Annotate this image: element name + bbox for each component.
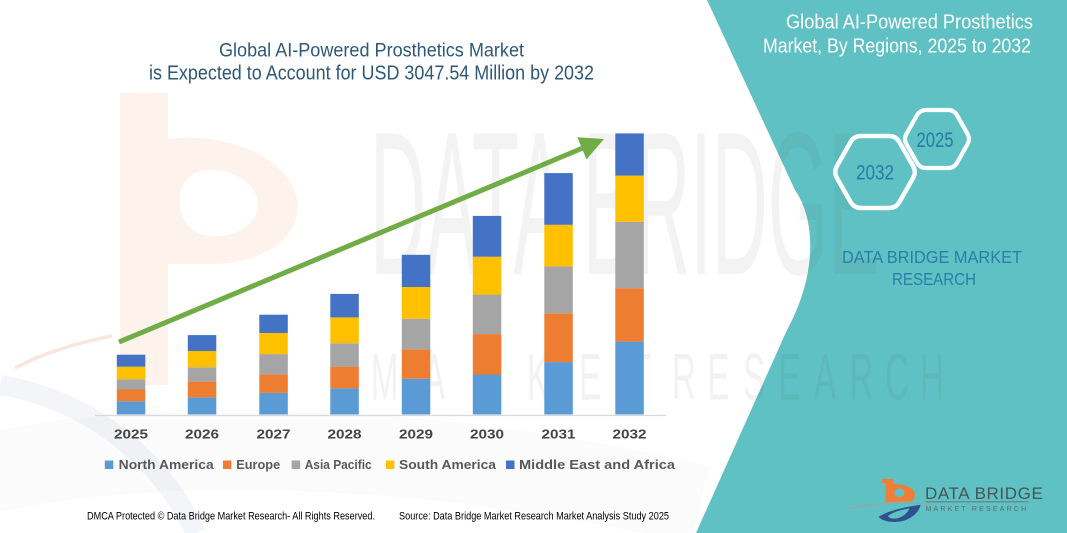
svg-text:C: C	[885, 341, 909, 414]
svg-text:2026: 2026	[185, 427, 219, 442]
svg-text:DATA BRIDGE MARKET: DATA BRIDGE MARKET	[842, 247, 1022, 267]
svg-text:2028: 2028	[328, 427, 362, 442]
svg-text:E: E	[779, 341, 801, 414]
svg-text:Global AI-Powered Prosthetics: Global AI-Powered Prosthetics Market	[219, 41, 525, 62]
svg-text:is Expected to Account for USD: is Expected to Account for USD 3047.54 M…	[149, 63, 594, 85]
svg-text:South America: South America	[399, 457, 497, 472]
svg-text:Source: Data Bridge Market Res: Source: Data Bridge Market Research Mark…	[399, 511, 669, 523]
svg-text:MARKET RESEARCH: MARKET RESEARCH	[926, 506, 1029, 513]
svg-text:Global AI-Powered Prosthetics: Global AI-Powered Prosthetics	[786, 12, 1033, 34]
svg-text:DMCA Protected © Data Bridge M: DMCA Protected © Data Bridge Market Rese…	[87, 511, 375, 523]
svg-text:M: M	[371, 341, 398, 414]
svg-text:R: R	[672, 341, 696, 414]
svg-text:2032: 2032	[856, 162, 894, 185]
svg-text:Europe: Europe	[236, 457, 280, 472]
svg-text:2032: 2032	[613, 427, 647, 442]
svg-text:2025: 2025	[917, 129, 954, 152]
svg-text:RESEARCH: RESEARCH	[892, 269, 976, 289]
svg-text:2030: 2030	[470, 427, 504, 442]
svg-text:H: H	[920, 341, 944, 414]
svg-text:2027: 2027	[257, 427, 291, 442]
svg-text:E: E	[579, 341, 601, 414]
svg-text:S: S	[743, 341, 765, 414]
svg-text:2029: 2029	[399, 427, 433, 442]
svg-text:2025: 2025	[114, 427, 148, 442]
svg-text:A: A	[814, 341, 836, 414]
svg-text:E: E	[708, 341, 730, 414]
svg-text:North America: North America	[119, 457, 215, 472]
svg-text:K: K	[527, 341, 549, 414]
svg-text:2031: 2031	[542, 427, 576, 442]
svg-text:R: R	[850, 341, 874, 414]
svg-text:Market, By Regions, 2025 to 20: Market, By Regions, 2025 to 2032	[763, 36, 1031, 58]
svg-text:Asia Pacific: Asia Pacific	[305, 457, 372, 472]
svg-text:DATA BRIDGE: DATA BRIDGE	[925, 484, 1043, 503]
svg-text:Middle East and Africa: Middle East and Africa	[519, 457, 676, 472]
